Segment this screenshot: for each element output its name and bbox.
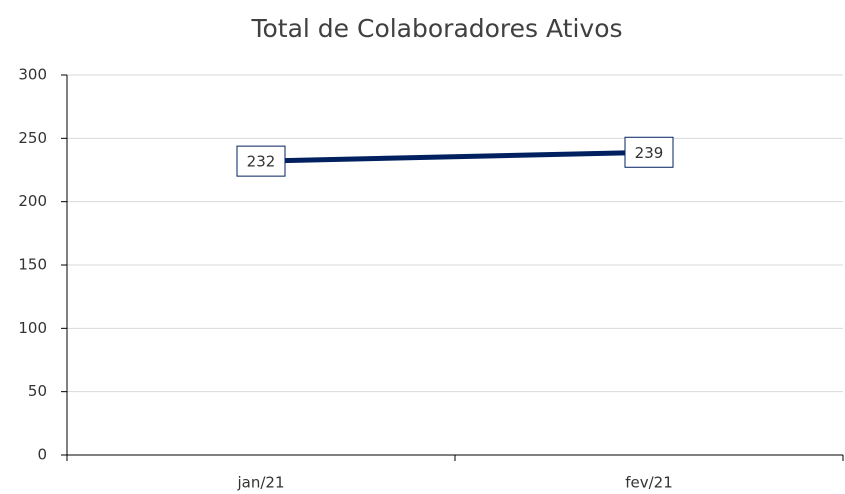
y-tick-label: 300 [18, 66, 47, 84]
chart-title: Total de Colaboradores Ativos [250, 14, 622, 43]
y-tick-label: 50 [28, 382, 47, 400]
y-tick-label: 0 [37, 446, 47, 464]
y-tick-label: 100 [18, 319, 47, 337]
data-label: 232 [247, 153, 276, 171]
data-line [260, 149, 650, 164]
data-label-box [624, 136, 674, 168]
data-label: 239 [635, 144, 664, 162]
x-tick-label: fev/21 [625, 474, 673, 492]
data-label-box [236, 145, 286, 177]
y-tick-label: 200 [18, 192, 47, 210]
x-tick-label: jan/21 [236, 474, 284, 492]
y-tick-label: 150 [18, 256, 47, 274]
y-tick-label: 250 [18, 129, 47, 147]
